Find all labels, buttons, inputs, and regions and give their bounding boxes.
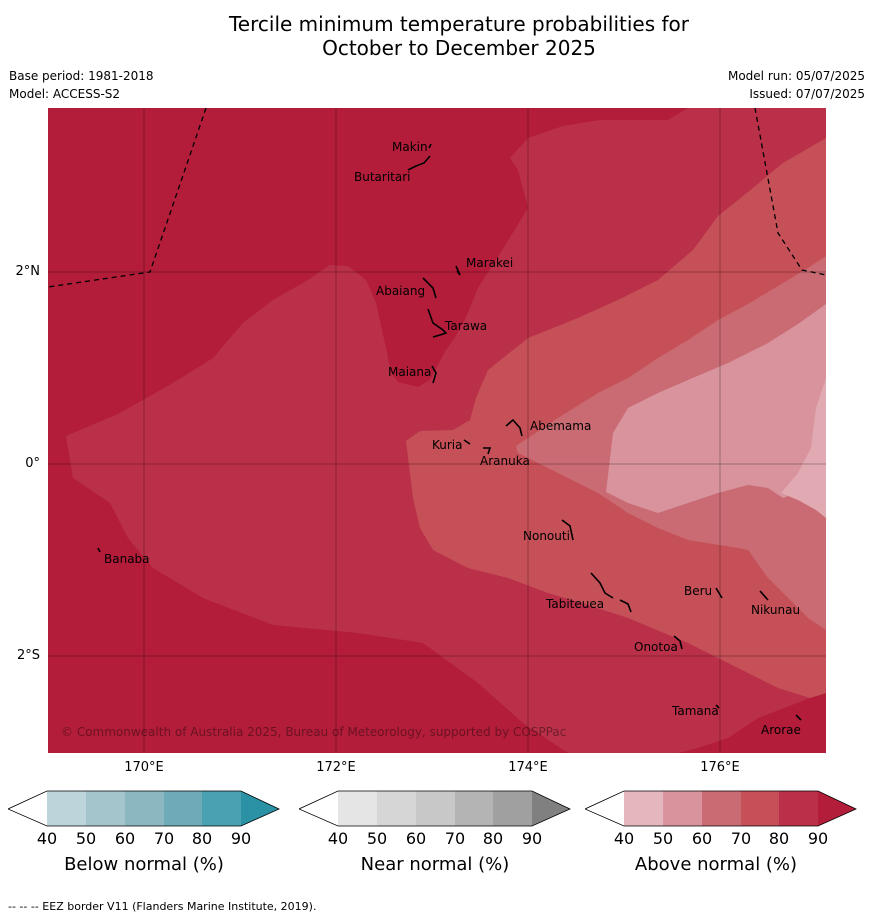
meta-right: Model run: 05/07/2025 Issued: 07/07/2025: [728, 67, 865, 103]
colorbar-segment: [532, 791, 570, 826]
island-label: Aranuka: [480, 454, 530, 468]
colorbar-segment: [416, 791, 455, 826]
colorbar-segment: [241, 791, 279, 826]
graticule: [48, 108, 826, 753]
colorbar-segment: [818, 791, 856, 826]
zone-above-50: [606, 304, 826, 518]
colorbar-segment: [493, 791, 532, 826]
island-label: Abemama: [530, 419, 591, 433]
title-line-2: October to December 2025: [322, 36, 596, 60]
island-labels: Makin Butaritari Marakei Abaiang Tarawa …: [104, 140, 801, 737]
island-label: Tarawa: [444, 319, 487, 333]
island-label: Tabiteuea: [545, 597, 604, 611]
issued-date: Issued: 07/07/2025: [749, 87, 865, 101]
colorbar-segment: [779, 791, 818, 826]
island-label: Kuria: [432, 438, 463, 452]
island-label: Nonouti: [523, 529, 570, 543]
colorbar-tick: 50: [652, 829, 674, 848]
colorbar-tick: 80: [191, 829, 213, 848]
model-run: Model run: 05/07/2025: [727, 69, 865, 83]
island-label: Tamana: [671, 704, 719, 718]
colorbar-below-normal: [8, 790, 280, 827]
island-label: Makin: [392, 140, 428, 154]
eez-border-note: -- -- -- EEZ border V11 (Flanders Marine…: [8, 900, 317, 913]
colorbar-segment: [164, 791, 202, 826]
colorbar-segment: [202, 791, 241, 826]
colorbar-tick: 70: [730, 829, 752, 848]
island-label: Arorae: [761, 723, 801, 737]
island-outlines: [97, 143, 802, 721]
latitude-label: 0°: [25, 456, 40, 471]
island-label: Abaiang: [376, 284, 425, 298]
colorbar-tick: 90: [521, 829, 543, 848]
colorbar-tick: 50: [75, 829, 97, 848]
colorbar-above-normal: [585, 790, 857, 827]
eez-border: [48, 108, 826, 288]
island-label: Onotoa: [634, 640, 678, 654]
colorbar-segment: [47, 791, 86, 826]
colorbar-segment: [299, 791, 338, 826]
longitude-label: 176°E: [700, 760, 740, 775]
island-label: Nikunau: [751, 603, 800, 617]
colorbar-segment: [338, 791, 377, 826]
colorbar-segment: [663, 791, 702, 826]
colorbar-tick: 40: [613, 829, 635, 848]
latitude-label: 2°N: [15, 264, 41, 279]
colorbar-tick: 60: [114, 829, 136, 848]
colorbar-segment: [377, 791, 416, 826]
colorbar-label-near: Near normal (%): [360, 854, 510, 875]
colorbar-tick: 90: [807, 829, 829, 848]
zone-above-40: [781, 378, 826, 518]
colorbar-segment: [702, 791, 741, 826]
longitude-label: 174°E: [508, 760, 548, 775]
island-label: Banaba: [104, 552, 150, 566]
probability-map: Makin Butaritari Marakei Abaiang Tarawa …: [48, 108, 826, 753]
colorbar-label-above: Above normal (%): [634, 854, 798, 875]
colorbar-tick: 80: [768, 829, 790, 848]
base-period: Base period: 1981-2018: [9, 69, 154, 83]
island-label: Marakei: [466, 256, 513, 270]
colorbar-tick: 70: [444, 829, 466, 848]
colorbar-segment: [741, 791, 779, 826]
island-label: Beru: [684, 584, 712, 598]
island-label: Butaritari: [354, 170, 411, 184]
colorbar-tick: 70: [153, 829, 175, 848]
colorbar-segment: [455, 791, 493, 826]
colorbar-segment: [585, 791, 624, 826]
colorbar-segment: [624, 791, 663, 826]
longitude-label: 172°E: [316, 760, 356, 775]
colorbar-segment: [8, 791, 47, 826]
colorbar-segment: [86, 791, 125, 826]
title-line-1: Tercile minimum temperature probabilitie…: [228, 12, 690, 36]
colorbar-tick: 60: [405, 829, 427, 848]
model-name: Model: ACCESS-S2: [9, 87, 121, 101]
latitude-label: 2°S: [16, 648, 40, 663]
colorbar-tick: 40: [36, 829, 58, 848]
colorbar-near-normal: [299, 790, 571, 827]
copyright-notice: © Commonwealth of Australia 2025, Bureau…: [61, 725, 566, 739]
colorbar-tick: 40: [327, 829, 349, 848]
map-title: Tercile minimum temperature probabilitie…: [0, 12, 873, 60]
meta-left: Base period: 1981-2018 Model: ACCESS-S2: [9, 67, 154, 103]
colorbar-tick: 60: [691, 829, 713, 848]
colorbar-label-below: Below normal (%): [64, 854, 224, 875]
colorbar-segment: [125, 791, 164, 826]
island-label: Maiana: [388, 365, 431, 379]
colorbar-tick: 90: [230, 829, 252, 848]
colorbar-tick: 50: [366, 829, 388, 848]
longitude-label: 170°E: [124, 760, 164, 775]
colorbar-tick: 80: [482, 829, 504, 848]
